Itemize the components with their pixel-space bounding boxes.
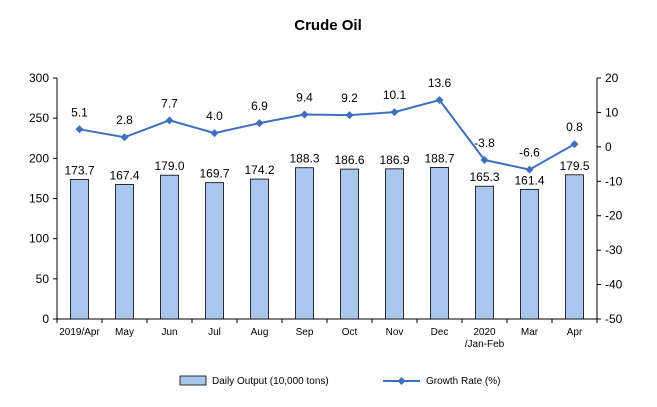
left-tick-label: 250 bbox=[29, 111, 49, 125]
line-data-label: 4.0 bbox=[206, 109, 223, 123]
growth-rate-marker bbox=[525, 165, 534, 174]
bar-data-label: 173.7 bbox=[64, 163, 94, 177]
right-tick-label: -20 bbox=[605, 209, 623, 223]
left-tick-label: 100 bbox=[29, 232, 49, 246]
x-tick-label: Apr bbox=[567, 327, 583, 338]
x-tick-label: Jun bbox=[161, 327, 177, 338]
right-tick-label: -10 bbox=[605, 174, 623, 188]
growth-rate-marker bbox=[210, 129, 219, 138]
bar-data-label: 188.3 bbox=[289, 152, 319, 166]
left-tick-label: 0 bbox=[42, 312, 49, 326]
right-tick-label: -30 bbox=[605, 243, 623, 257]
line-data-label: 5.1 bbox=[71, 105, 88, 119]
growth-rate-line bbox=[79, 98, 575, 171]
line-data-label: 7.7 bbox=[161, 96, 178, 110]
bar bbox=[385, 168, 404, 320]
bar-data-label: 188.7 bbox=[424, 151, 454, 165]
growth-rate-marker bbox=[165, 116, 174, 125]
bar bbox=[295, 167, 314, 320]
bar bbox=[520, 188, 539, 320]
x-tick-label: Nov bbox=[386, 327, 404, 338]
line-data-label: 2.8 bbox=[116, 113, 133, 127]
right-tick-label: 10 bbox=[605, 105, 619, 119]
bar-data-label: 174.2 bbox=[244, 163, 274, 177]
growth-rate-marker bbox=[75, 125, 84, 134]
bar bbox=[250, 178, 269, 320]
chart-title: Crude Oil bbox=[294, 17, 362, 34]
line-data-label: 9.2 bbox=[341, 91, 358, 105]
growth-rate-marker bbox=[345, 111, 354, 120]
line-data-label: -6.6 bbox=[519, 146, 540, 160]
bar bbox=[565, 174, 584, 320]
left-tick-label: 300 bbox=[29, 71, 49, 85]
bar bbox=[160, 174, 179, 320]
bar-data-label: 165.3 bbox=[469, 170, 499, 184]
bar-data-label: 179.0 bbox=[154, 159, 184, 173]
legend-line-marker bbox=[397, 377, 406, 385]
growth-rate-marker bbox=[300, 110, 309, 119]
legend-bar-label: Daily Output (10,000 tons) bbox=[212, 376, 329, 387]
line-data-label: -3.8 bbox=[474, 136, 495, 150]
x-tick-label: Dec bbox=[431, 327, 449, 338]
legend: Daily Output (10,000 tons) Growth Rate (%… bbox=[179, 375, 500, 387]
growth-rate-marker bbox=[255, 119, 264, 128]
bar bbox=[205, 182, 224, 320]
plot-area: 050100150200250300-50-40-30-20-100102020… bbox=[29, 71, 623, 350]
x-tick-label: Aug bbox=[251, 327, 269, 338]
growth-rate-marker bbox=[120, 133, 129, 142]
x-tick-label: Jul bbox=[208, 327, 221, 338]
right-tick-label: -50 bbox=[605, 312, 623, 326]
growth-rate-marker bbox=[570, 140, 579, 149]
bar-data-label: 161.4 bbox=[514, 173, 544, 187]
bar-data-label: 167.4 bbox=[109, 169, 139, 183]
left-tick-label: 200 bbox=[29, 151, 49, 165]
left-tick-label: 150 bbox=[29, 192, 49, 206]
bar-data-label: 186.6 bbox=[334, 153, 364, 167]
x-tick-label: May bbox=[115, 327, 134, 338]
left-tick-label: 50 bbox=[36, 272, 50, 286]
right-tick-label: 20 bbox=[605, 71, 619, 85]
bar bbox=[430, 167, 449, 320]
growth-rate-marker bbox=[435, 96, 444, 105]
growth-rate-marker bbox=[480, 155, 489, 164]
bar-data-label: 179.5 bbox=[559, 159, 589, 173]
legend-line-label: Growth Rate (%) bbox=[426, 376, 500, 387]
x-tick-label: Mar bbox=[521, 327, 539, 338]
bar bbox=[115, 184, 134, 320]
line-data-label: 10.1 bbox=[383, 88, 407, 102]
line-data-label: 9.4 bbox=[296, 90, 313, 104]
bar bbox=[70, 179, 89, 320]
right-tick-label: 0 bbox=[605, 140, 612, 154]
x-tick-label: 2019/Apr bbox=[59, 327, 100, 338]
bar-data-label: 169.7 bbox=[199, 167, 229, 181]
x-tick-label: Sep bbox=[296, 327, 314, 338]
bar-data-label: 186.9 bbox=[379, 153, 409, 167]
bar bbox=[340, 168, 359, 320]
line-data-label: 6.9 bbox=[251, 99, 268, 113]
x-tick-label: 2020/Jan-Feb bbox=[465, 327, 505, 350]
legend-bar-swatch bbox=[179, 375, 207, 386]
bar bbox=[475, 185, 494, 320]
right-tick-label: -40 bbox=[605, 278, 623, 292]
line-data-label: 0.8 bbox=[566, 120, 583, 134]
growth-rate-marker bbox=[390, 108, 399, 117]
x-tick-label: Oct bbox=[342, 327, 358, 338]
line-data-label: 13.6 bbox=[428, 76, 452, 90]
